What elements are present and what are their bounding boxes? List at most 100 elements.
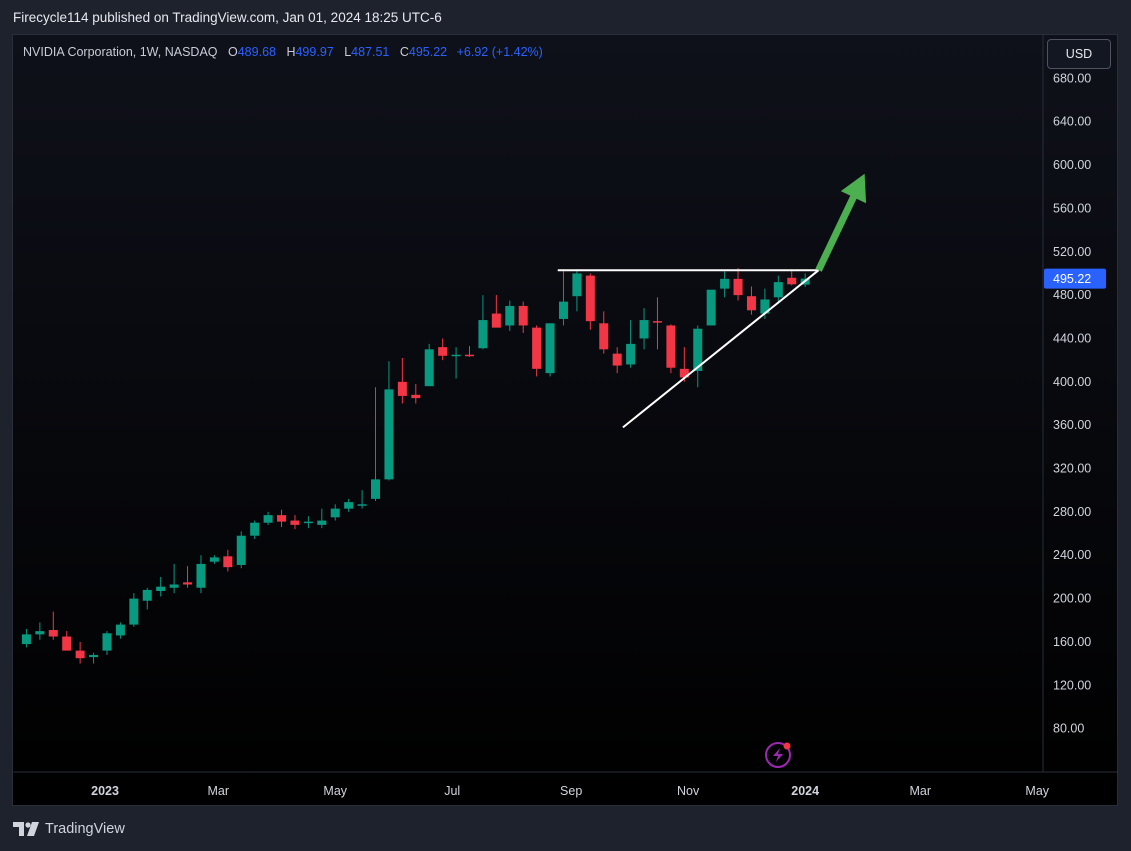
candle[interactable] [558, 269, 568, 326]
low-value: 487.51 [351, 45, 390, 59]
candle[interactable] [330, 504, 340, 521]
candle[interactable] [706, 289, 716, 326]
time-tick-label: Nov [677, 784, 700, 798]
candle[interactable] [491, 295, 501, 328]
price-chart[interactable]: 80.00 120.00 160.00 200.00 240.00 280.00 320.0… [13, 35, 1117, 805]
candle[interactable] [48, 611, 58, 640]
candle[interactable] [62, 631, 72, 651]
candle[interactable] [572, 269, 582, 312]
time-tick-label: Sep [560, 784, 582, 798]
symbol-name: NVIDIA Corporation, 1W, NASDAQ [23, 45, 218, 59]
candle[interactable] [142, 587, 152, 610]
candle-body [209, 557, 219, 562]
candle[interactable] [277, 509, 287, 528]
publish-header: Firecycle114 published on TradingView.co… [13, 10, 442, 25]
candle[interactable] [532, 325, 542, 377]
candle-body [169, 584, 179, 588]
candle[interactable] [236, 531, 246, 569]
candle[interactable] [626, 320, 636, 368]
candle-body [733, 278, 743, 296]
open-value: 489.68 [237, 45, 276, 59]
candle-body [75, 650, 85, 659]
candle-body [21, 634, 31, 645]
candle[interactable] [679, 347, 689, 382]
candle[interactable] [438, 338, 448, 361]
candle-body [142, 589, 152, 601]
candles-layer [21, 268, 810, 664]
high-value: 499.97 [295, 45, 334, 59]
candle[interactable] [693, 325, 703, 388]
candle[interactable] [639, 308, 649, 350]
candle[interactable] [464, 346, 474, 357]
currency-button[interactable]: USD [1047, 39, 1111, 69]
candle[interactable] [196, 555, 206, 594]
candle[interactable] [223, 549, 233, 572]
candle-body [532, 327, 542, 369]
candle[interactable] [102, 631, 112, 655]
candle-body [62, 636, 72, 651]
candle[interactable] [209, 555, 219, 564]
close-value: 495.22 [408, 45, 448, 59]
candle[interactable] [357, 490, 367, 509]
change-value: +6.92 (+1.42%) [456, 45, 543, 59]
candle[interactable] [75, 641, 85, 664]
candle[interactable] [599, 311, 609, 354]
candle-body [720, 278, 730, 289]
candle[interactable] [344, 498, 354, 512]
candle[interactable] [746, 286, 756, 315]
price-tick-label: 640.00 [1053, 115, 1091, 129]
candle[interactable] [424, 343, 434, 387]
candle[interactable] [787, 269, 797, 286]
price-tick-label: 320.00 [1053, 462, 1091, 476]
candle-body [277, 515, 287, 522]
candle-body [48, 630, 58, 637]
candle[interactable] [35, 622, 45, 640]
candle-body [250, 522, 260, 536]
breakout-arrow-icon[interactable] [815, 173, 867, 272]
candle-body [129, 598, 139, 625]
candle[interactable] [585, 273, 595, 330]
candle[interactable] [183, 566, 193, 588]
candle-body [518, 305, 528, 326]
candle[interactable] [518, 301, 528, 334]
tradingview-logo[interactable]: TradingView [13, 821, 125, 837]
candle[interactable] [773, 275, 783, 304]
candle[interactable] [115, 622, 125, 639]
candle[interactable] [89, 652, 99, 664]
candle[interactable] [263, 511, 273, 525]
candle-body [317, 520, 327, 525]
candle[interactable] [384, 361, 394, 481]
candle[interactable] [666, 324, 676, 374]
candle-body [344, 502, 354, 509]
candle[interactable] [733, 268, 743, 301]
candle-body [652, 321, 662, 323]
candle[interactable] [290, 515, 300, 530]
support-trendline[interactable] [622, 269, 820, 429]
candle[interactable] [129, 593, 139, 627]
candle[interactable] [411, 383, 421, 404]
time-tick-label: May [323, 784, 347, 798]
chart-area[interactable]: 80.00 120.00 160.00 200.00 240.00 280.00 320.0… [12, 34, 1118, 806]
lightning-icon[interactable] [765, 742, 791, 768]
candle-body [89, 654, 99, 658]
candle[interactable] [169, 563, 179, 594]
candle[interactable] [652, 297, 662, 350]
candle[interactable] [317, 508, 327, 529]
price-tick-label: 440.00 [1053, 331, 1091, 345]
candle[interactable] [720, 271, 730, 298]
chart-background [13, 35, 1117, 805]
candle[interactable] [612, 347, 622, 374]
time-tick-label: Mar [909, 784, 931, 798]
candle-body [746, 296, 756, 311]
candle[interactable] [303, 516, 313, 529]
candle[interactable] [371, 387, 381, 502]
candle[interactable] [478, 295, 488, 350]
candle[interactable] [156, 576, 166, 597]
candle[interactable] [505, 300, 515, 331]
candle[interactable] [545, 323, 555, 377]
candle[interactable] [21, 628, 31, 648]
price-tick-label: 200.00 [1053, 592, 1091, 606]
candle[interactable] [451, 347, 461, 379]
candle[interactable] [250, 520, 260, 539]
candle[interactable] [397, 357, 407, 404]
